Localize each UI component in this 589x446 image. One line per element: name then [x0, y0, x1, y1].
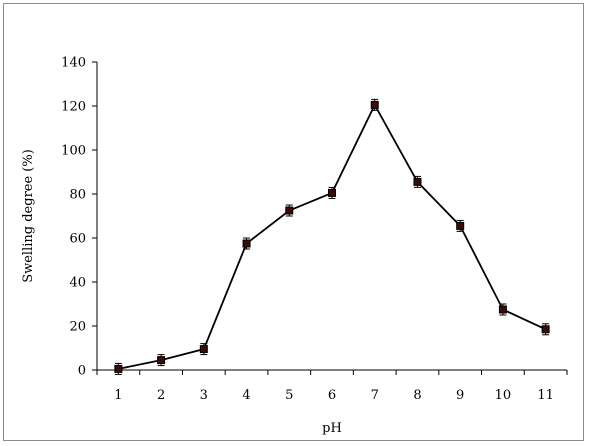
y-tick-label: 40 — [69, 276, 86, 291]
x-axis-title: pH — [322, 421, 342, 436]
x-tick-label: 9 — [456, 388, 464, 403]
data-point — [199, 345, 208, 354]
x-axis-ticks: 1 2 3 4 5 6 7 8 9 10 11 — [96, 370, 568, 403]
data-point — [328, 188, 336, 197]
y-tick-label: 20 — [69, 320, 86, 335]
data-point — [157, 356, 166, 365]
x-tick-label: 2 — [157, 388, 165, 403]
data-markers — [114, 100, 550, 373]
x-tick-label: 1 — [114, 388, 122, 403]
y-axis-title: Swelling degree (%) — [21, 149, 36, 283]
data-point — [285, 206, 294, 215]
data-point — [370, 100, 379, 109]
error-bars — [114, 98, 550, 375]
data-point — [242, 239, 251, 248]
series-line — [118, 102, 547, 370]
data-point — [498, 305, 507, 314]
y-tick-label: 100 — [61, 144, 86, 159]
x-tick-label: 11 — [537, 388, 554, 403]
x-tick-label: 5 — [285, 388, 293, 403]
x-tick-label: 4 — [242, 388, 250, 403]
x-tick-label: 10 — [495, 388, 512, 403]
y-tick-label: 60 — [69, 232, 86, 247]
chart-frame — [3, 3, 584, 441]
data-point — [456, 221, 465, 230]
y-tick-label: 120 — [61, 100, 86, 115]
y-axis-ticks: 0 20 40 60 80 100 120 140 — [61, 56, 97, 379]
y-tick-label: 80 — [69, 188, 86, 203]
x-tick-label: 6 — [328, 388, 336, 403]
x-tick-label: 8 — [413, 388, 421, 403]
y-tick-label: 0 — [78, 364, 86, 379]
x-tick-label: 7 — [371, 388, 379, 403]
data-point — [413, 177, 422, 186]
x-tick-label: 3 — [200, 388, 208, 403]
y-tick-label: 140 — [61, 56, 86, 71]
data-point — [541, 325, 550, 334]
data-point — [114, 364, 123, 373]
